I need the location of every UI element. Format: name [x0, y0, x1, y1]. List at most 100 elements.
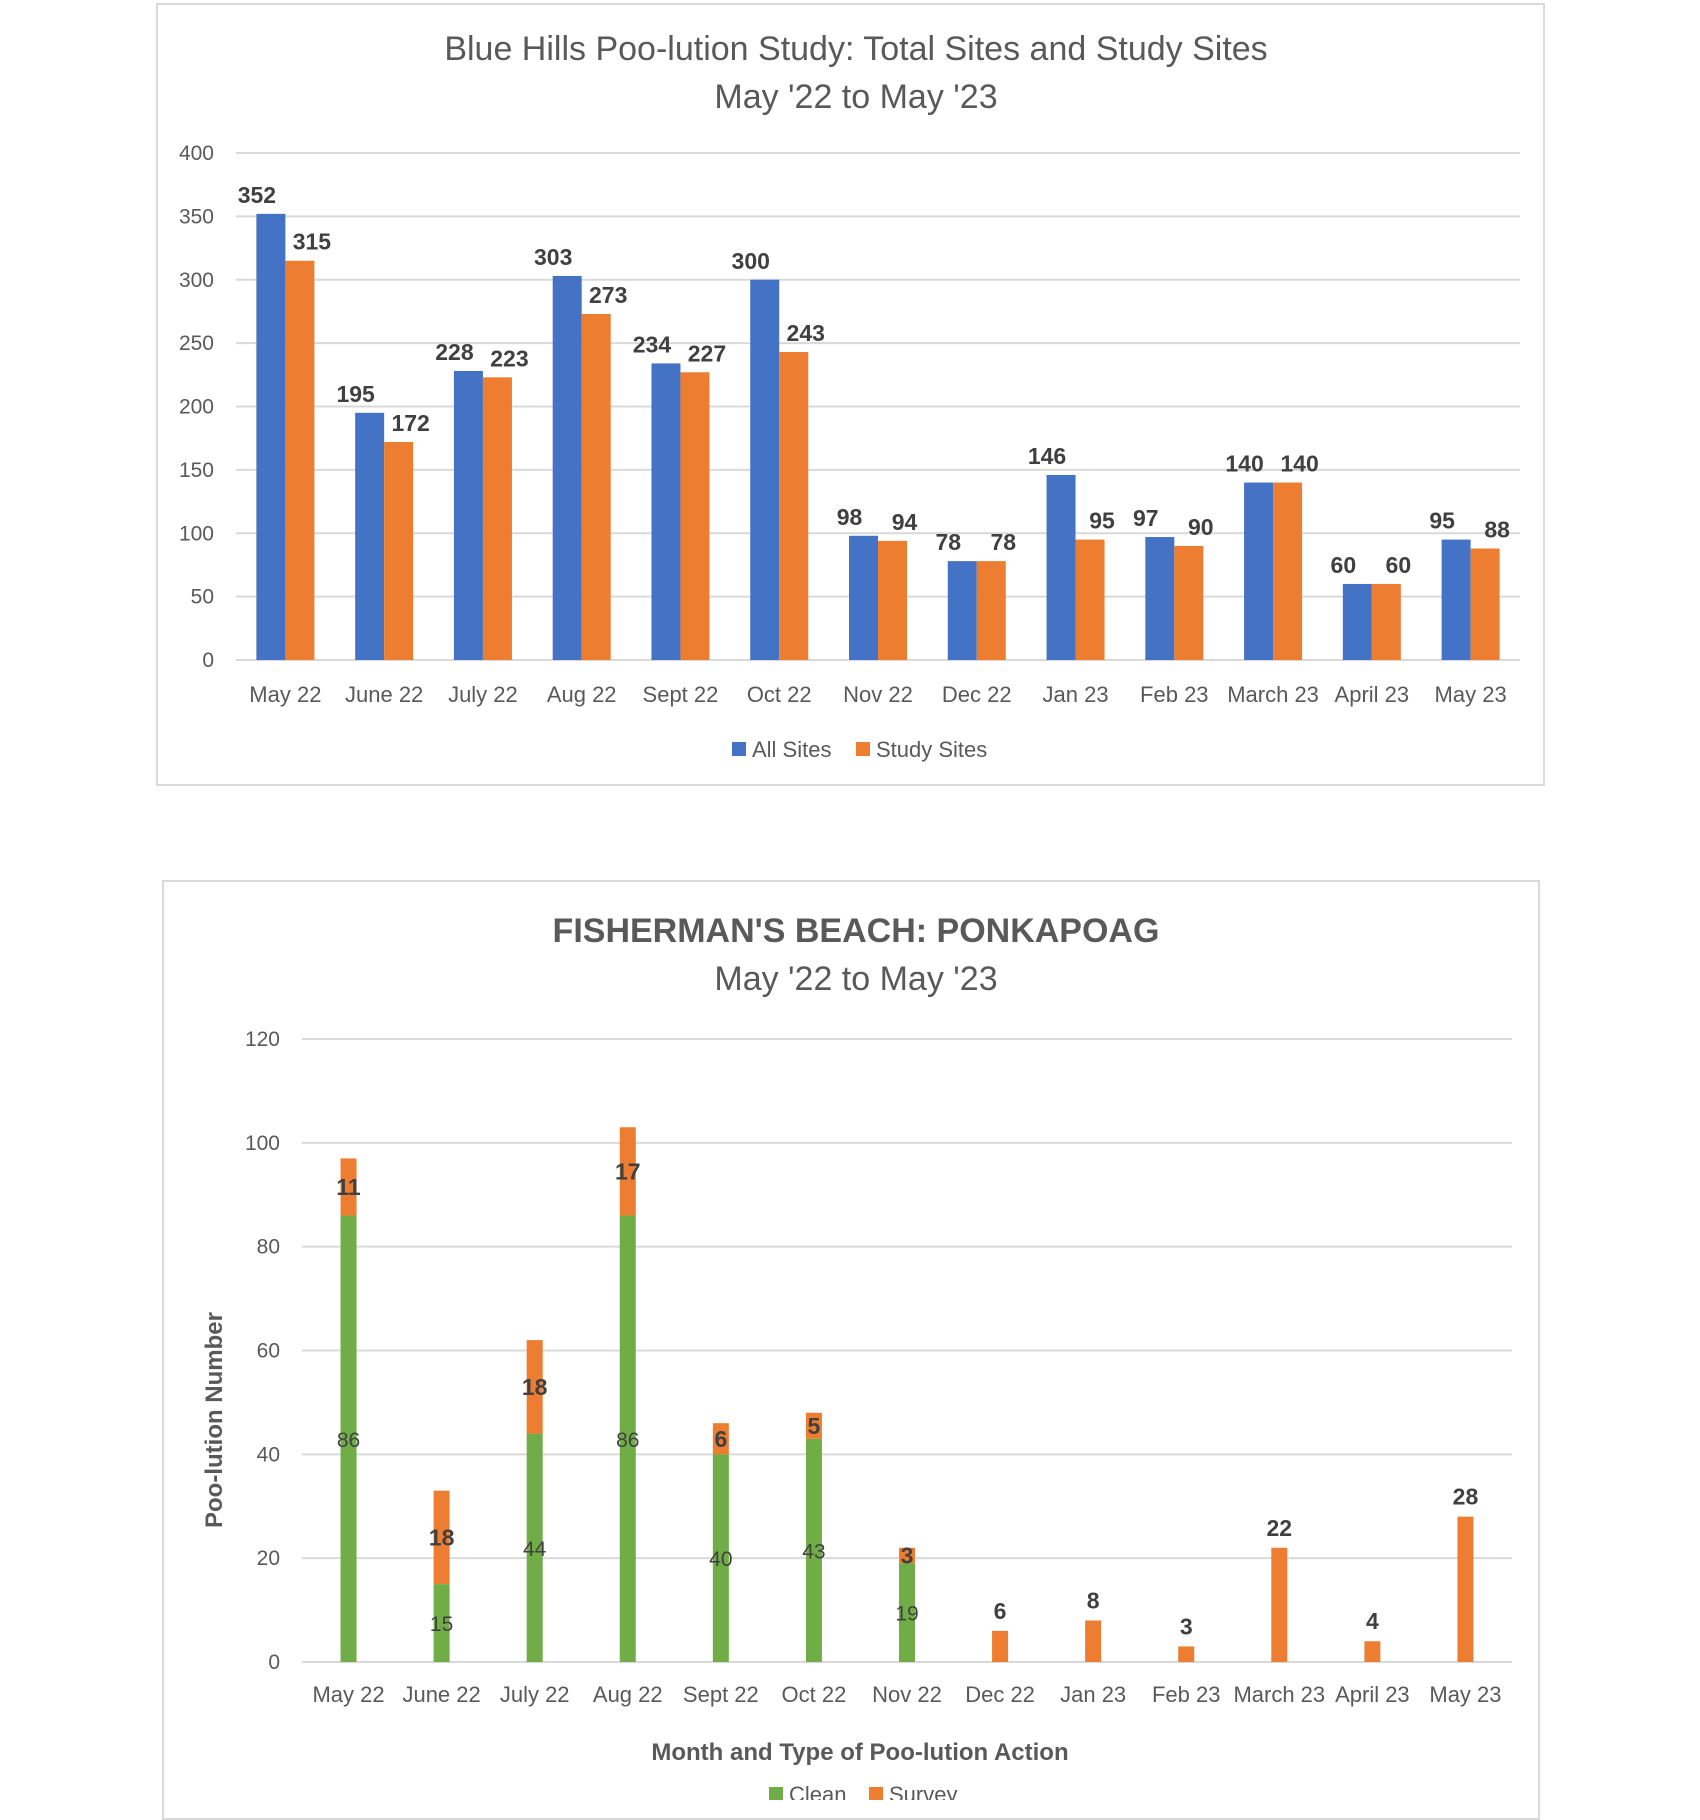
chart1-x-tick-label: Sept 22	[643, 682, 719, 707]
chart2-data-label: 86	[616, 1429, 639, 1452]
chart2-legend-label-clean: Clean	[789, 1782, 846, 1800]
chart1-bar-all-sites	[1441, 539, 1471, 660]
chart2-bar-clean	[526, 1433, 543, 1662]
chart1-x-tick-label: Oct 22	[747, 682, 812, 707]
chart1-data-label: 172	[391, 410, 429, 436]
chart2-data-label: 18	[522, 1374, 548, 1400]
chart1-data-label: 95	[1089, 508, 1115, 534]
chart2-data-label: 40	[709, 1548, 732, 1571]
chart1-bar-study-sites	[779, 351, 809, 660]
chart1-legend-swatch-study-sites	[856, 742, 870, 756]
chart2-y-tick-label: 40	[257, 1443, 280, 1466]
chart1-bar-study-sites	[1075, 539, 1105, 660]
chart2-data-label: 11	[336, 1174, 361, 1200]
chart2-x-tick-label: Oct 22	[782, 1682, 847, 1707]
chart2-bar-clean	[899, 1563, 915, 1662]
chart1-bar-study-sites	[482, 377, 512, 660]
chart2-data-label: 18	[429, 1524, 455, 1550]
chart2-data-label: 19	[895, 1603, 918, 1626]
chart2-legend-label-survey: Survey	[889, 1782, 957, 1800]
chart2-data-label: 5	[808, 1413, 821, 1439]
chart1-bar-all-sites	[1244, 482, 1274, 660]
chart2-bar-survey	[1457, 1516, 1474, 1662]
chart2-bar-survey	[526, 1340, 543, 1434]
chart1-data-label: 60	[1386, 552, 1412, 578]
chart1-bar-all-sites	[552, 275, 582, 660]
chart1-bar-study-sites	[680, 372, 710, 660]
chart1-bar-all-sites	[651, 363, 681, 660]
chart1-y-tick-label: 250	[179, 332, 214, 355]
chart2-y-tick-label: 80	[257, 1236, 280, 1259]
chart2-y-tick-label: 100	[245, 1132, 280, 1155]
chart1-x-tick-label: May 22	[249, 682, 321, 707]
chart1-bar-study-sites	[581, 313, 611, 660]
chart1-y-tick-label: 300	[179, 269, 214, 292]
chart2-x-tick-label: Nov 22	[872, 1682, 942, 1707]
chart2-title: FISHERMAN'S BEACH: PONKAPOAG	[553, 912, 1160, 950]
chart1-bar-all-sites	[1342, 583, 1372, 660]
chart2-bar-survey	[340, 1158, 357, 1216]
chart2-x-tick-label: March 23	[1233, 1682, 1325, 1707]
chart2-bar-clean	[712, 1454, 729, 1662]
chart2-data-label: 43	[802, 1540, 825, 1563]
chart1-x-tick-label: Jan 23	[1043, 682, 1109, 707]
chart1-legend-label-study-sites: Study Sites	[876, 737, 987, 762]
chart1-bar-all-sites	[453, 371, 483, 660]
chart1-bar-all-sites	[256, 213, 286, 660]
chart2-bar-clean	[619, 1215, 636, 1662]
chart2-data-label: 15	[430, 1613, 453, 1636]
chart1-data-label: 243	[787, 320, 825, 346]
chart2-data-label: 28	[1453, 1484, 1479, 1510]
chart1-data-label: 98	[837, 504, 863, 530]
chart1-data-label: 140	[1280, 451, 1318, 477]
chart1-bar-all-sites	[355, 412, 385, 660]
chart1-data-label: 273	[589, 282, 627, 308]
chart1-data-label: 146	[1028, 443, 1066, 469]
chart2-bar-survey	[712, 1423, 729, 1455]
chart-sites-svg: Blue Hills Poo-lution Study: Total Sites…	[179, 30, 1520, 762]
chart1-bar-study-sites	[976, 561, 1006, 660]
chart2-bar-clean	[805, 1438, 822, 1662]
chart1-y-tick-label: 100	[179, 522, 214, 545]
chart2-bar-survey	[1271, 1547, 1288, 1662]
chart2-x-tick-label: Aug 22	[593, 1682, 663, 1707]
chart2-bar-survey	[1085, 1620, 1102, 1662]
chart2-data-label: 6	[994, 1598, 1007, 1624]
chart1-x-tick-label: April 23	[1335, 682, 1410, 707]
chart2-y-tick-label: 120	[245, 1028, 280, 1051]
chart1-data-label: 352	[238, 182, 276, 208]
chart2-bar-survey	[1364, 1641, 1381, 1662]
chart1-data-label: 228	[435, 339, 474, 365]
chart2-x-tick-label: May 22	[312, 1682, 384, 1707]
chart2-bar-survey	[899, 1547, 915, 1564]
chart1-data-label: 78	[990, 529, 1016, 555]
chart1-data-label: 315	[293, 229, 332, 255]
chart2-y-axis-title: Poo-lution Number	[201, 1312, 228, 1528]
chart2-x-axis-title: Month and Type of Poo-lution Action	[651, 1739, 1068, 1766]
chart1-y-tick-label: 400	[179, 142, 214, 165]
chart2-data-label: 6	[714, 1426, 727, 1452]
chart1-data-label: 303	[534, 244, 572, 270]
chart1-x-tick-label: Feb 23	[1140, 682, 1209, 707]
chart1-data-label: 227	[688, 340, 726, 366]
chart1-x-tick-label: March 23	[1227, 682, 1319, 707]
chart2-subtitle: May '22 to May '23	[714, 960, 997, 998]
chart2-x-tick-label: Feb 23	[1152, 1682, 1221, 1707]
chart2-bar-survey	[992, 1630, 1009, 1662]
chart2-data-label: 86	[337, 1429, 360, 1452]
chart1-data-label: 88	[1484, 516, 1510, 542]
chart1-data-label: 140	[1225, 451, 1263, 477]
chart1-bar-study-sites	[1273, 482, 1303, 660]
chart1-legend-label-all-sites: All Sites	[752, 737, 831, 762]
chart2-bar-survey	[619, 1127, 636, 1216]
chart1-data-label: 223	[490, 345, 528, 371]
chart1-x-tick-label: June 22	[345, 682, 423, 707]
chart1-data-label: 234	[633, 331, 672, 357]
chart2-data-label: 3	[901, 1543, 914, 1569]
chart2-y-tick-label: 60	[257, 1340, 280, 1363]
chart2-x-tick-label: Jan 23	[1060, 1682, 1126, 1707]
chart1-bar-all-sites	[1145, 537, 1175, 660]
chart2-y-tick-label: 20	[257, 1547, 280, 1570]
chart1-bar-all-sites	[849, 535, 878, 660]
chart1-bar-study-sites	[1470, 548, 1500, 660]
